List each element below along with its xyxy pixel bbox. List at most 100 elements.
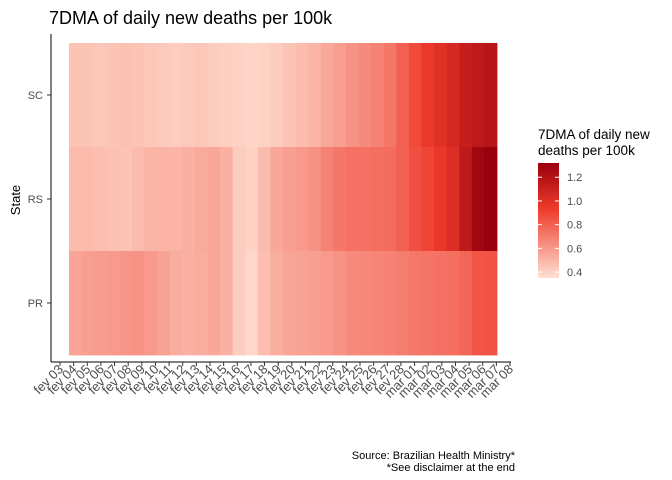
heatmap-cell-rs-5 [131, 147, 145, 252]
heatmap-cell-sc-22 [345, 43, 359, 148]
legend-tick-label-4: 1.2 [567, 172, 582, 184]
heatmap-cell-rs-14 [245, 147, 259, 252]
heatmap-cell-sc-12 [220, 43, 234, 148]
heatmap-cell-sc-32 [471, 43, 485, 148]
heatmap-cell-pr-22 [345, 251, 359, 356]
heatmap-cell-pr-26 [396, 251, 410, 356]
heatmap-cell-pr-30 [446, 251, 460, 356]
heatmap-cell-rs-13 [232, 147, 246, 252]
heatmap-cell-sc-33 [484, 43, 498, 148]
heatmap-cell-pr-6 [144, 251, 158, 356]
heatmap-cell-rs-8 [169, 147, 183, 252]
heatmap-cell-pr-24 [371, 251, 385, 356]
heatmap-cell-rs-33 [484, 147, 498, 252]
heatmap-cell-rs-1 [81, 147, 95, 252]
heatmap-cell-sc-9 [182, 43, 196, 148]
heatmap-cell-sc-11 [207, 43, 221, 148]
caption-disclaimer: *See disclaimer at the end [387, 462, 515, 474]
heatmap-cell-rs-25 [383, 147, 397, 252]
y-tick-label-sc: SC [28, 90, 43, 102]
legend-tick-label-2: 0.8 [567, 220, 582, 232]
heatmap-cell-sc-7 [157, 43, 171, 148]
heatmap-cell-rs-32 [471, 147, 485, 252]
heatmap-cell-rs-18 [295, 147, 309, 252]
heatmap-cell-pr-16 [270, 251, 284, 356]
heatmap-cell-pr-12 [220, 251, 234, 356]
heatmap-cell-pr-20 [320, 251, 334, 356]
heatmap-cell-rs-12 [220, 147, 234, 252]
caption-source: Source: Brazilian Health Ministry* [352, 450, 516, 462]
heatmap-cell-pr-5 [131, 251, 145, 356]
legend-tick-label-3: 1.0 [567, 196, 582, 208]
heatmap-cell-rs-17 [283, 147, 296, 252]
heatmap-cell-sc-17 [283, 43, 296, 148]
heatmap-cell-pr-23 [358, 251, 372, 356]
heatmap-cell-pr-3 [106, 251, 120, 356]
heatmap-cell-pr-32 [471, 251, 485, 356]
heatmap-cell-pr-1 [81, 251, 95, 356]
heatmap-cell-pr-21 [333, 251, 347, 356]
heatmap-cell-sc-31 [459, 43, 473, 148]
legend-title-line-2: deaths per 100k [538, 143, 635, 158]
heatmap-cell-rs-30 [446, 147, 460, 252]
heatmap-cell-pr-33 [484, 251, 498, 356]
heatmap-cell-sc-6 [144, 43, 158, 148]
legend-colorbar [538, 163, 559, 278]
color-legend: 7DMA of daily new deaths per 100k 0.4 0.6… [538, 127, 650, 279]
heatmap-cell-rs-9 [182, 147, 196, 252]
heatmap-cell-sc-27 [408, 43, 422, 148]
heatmap-cell-pr-28 [421, 251, 435, 356]
heatmap-cell-rs-21 [333, 147, 347, 252]
legend-title-line-1: 7DMA of daily new [538, 127, 650, 142]
heatmap-cell-rs-6 [144, 147, 158, 252]
heatmap-cell-pr-17 [283, 251, 296, 356]
heatmap-cell-rs-19 [308, 147, 322, 252]
heatmap-cell-pr-19 [308, 251, 322, 356]
heatmap-cell-sc-14 [245, 43, 259, 148]
heatmap-cell-pr-18 [295, 251, 309, 356]
legend-ticks: 0.4 0.6 0.8 1.0 1.2 [538, 172, 582, 279]
heatmap-cell-sc-20 [320, 43, 334, 148]
heatmap-cell-sc-18 [295, 43, 309, 148]
heatmap-cell-sc-2 [94, 43, 108, 148]
heatmap-cell-rs-4 [119, 147, 133, 252]
heatmap-cell-rs-26 [396, 147, 410, 252]
heatmap-cell-pr-4 [119, 251, 133, 356]
heatmap-cell-pr-8 [169, 251, 183, 356]
heatmap-cell-pr-15 [257, 251, 271, 356]
heatmap-cell-sc-0 [69, 43, 82, 148]
heatmap-cell-sc-29 [434, 43, 448, 148]
heatmap-cell-pr-31 [459, 251, 473, 356]
heatmap-cell-sc-5 [131, 43, 145, 148]
heatmap-cell-sc-8 [169, 43, 183, 148]
heatmap-cell-pr-14 [245, 251, 259, 356]
y-tick-label-rs: RS [28, 194, 43, 206]
heatmap-cell-sc-4 [119, 43, 133, 148]
legend-tick-label-0: 0.4 [567, 267, 582, 279]
heatmap-cell-pr-10 [194, 251, 208, 356]
heatmap-cell-sc-3 [106, 43, 120, 148]
heatmap-cell-pr-7 [157, 251, 171, 356]
heatmap-cell-rs-11 [207, 147, 221, 252]
heatmap-cell-sc-23 [358, 43, 372, 148]
heatmap-cell-rs-10 [194, 147, 208, 252]
heatmap-cell-pr-25 [383, 251, 397, 356]
heatmap-cells [69, 43, 498, 356]
heatmap-cell-sc-10 [194, 43, 208, 148]
heatmap-cell-sc-28 [421, 43, 435, 148]
heatmap-cell-rs-7 [157, 147, 171, 252]
heatmap-cell-sc-21 [333, 43, 347, 148]
heatmap-cell-sc-30 [446, 43, 460, 148]
y-axis-ticks: SC RS PR [28, 90, 51, 310]
heatmap-cell-sc-25 [383, 43, 397, 148]
legend-tick-label-1: 0.6 [567, 243, 582, 255]
heatmap-cell-pr-13 [232, 251, 246, 356]
heatmap-cell-sc-16 [270, 43, 284, 148]
heatmap-cell-pr-9 [182, 251, 196, 356]
heatmap-cell-rs-3 [106, 147, 120, 252]
heatmap-cell-rs-28 [421, 147, 435, 252]
heatmap-cell-pr-0 [69, 251, 82, 356]
heatmap-cell-rs-24 [371, 147, 385, 252]
